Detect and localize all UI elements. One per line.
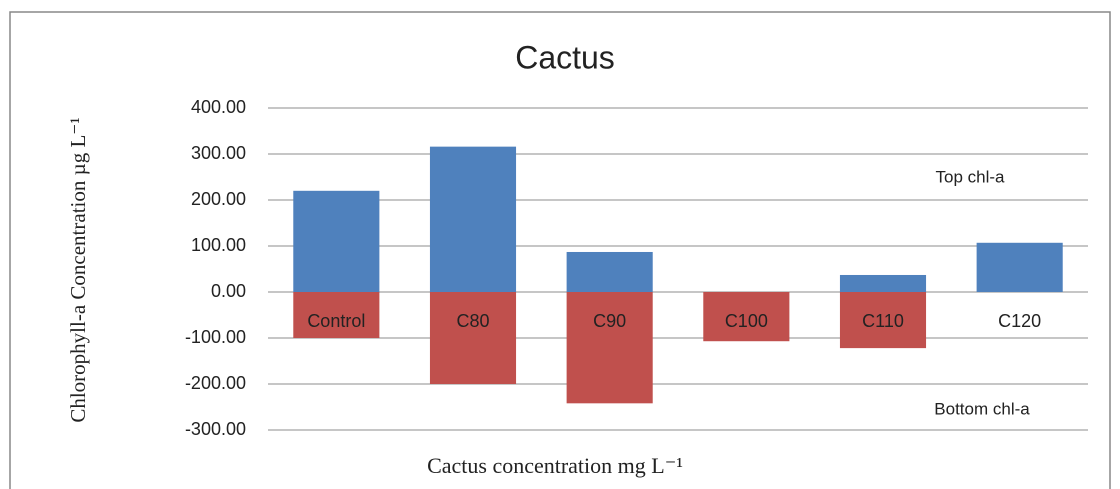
y-tick-label: 200.00 [191, 189, 246, 209]
x-tick-label: C90 [593, 311, 626, 331]
bar [566, 292, 653, 404]
bar [839, 292, 927, 349]
bar [293, 292, 380, 338]
x-tick-label: C100 [725, 311, 768, 331]
y-tick-label: 300.00 [191, 143, 246, 163]
x-tick-label: C110 [862, 311, 904, 331]
x-tick-label: C80 [456, 311, 489, 331]
bar [566, 251, 653, 292]
bar [429, 146, 517, 292]
x-tick-label: C120 [998, 311, 1041, 331]
bar [976, 242, 1063, 292]
chart-border [9, 11, 1111, 489]
x-tick-label: Control [307, 311, 365, 331]
y-tick-label: -300.00 [185, 419, 246, 439]
y-tick-label: -200.00 [185, 373, 246, 393]
legend-entry: Bottom chl-a [934, 399, 1030, 418]
y-tick-label: -100.00 [185, 327, 246, 347]
y-tick-label: 100.00 [191, 235, 246, 255]
y-tick-label: 0.00 [211, 281, 246, 301]
chart-title: Cactus [515, 39, 615, 75]
bar [839, 274, 927, 292]
y-axis-label: Chlorophyll-a Concentration µg L⁻¹ [66, 117, 90, 422]
bar [293, 190, 380, 292]
bar [703, 292, 790, 342]
legend-entry: Top chl-a [936, 167, 1006, 186]
y-tick-label: 400.00 [191, 97, 246, 117]
x-axis-label: Cactus concentration mg L⁻¹ [427, 453, 683, 478]
bar [429, 292, 517, 384]
